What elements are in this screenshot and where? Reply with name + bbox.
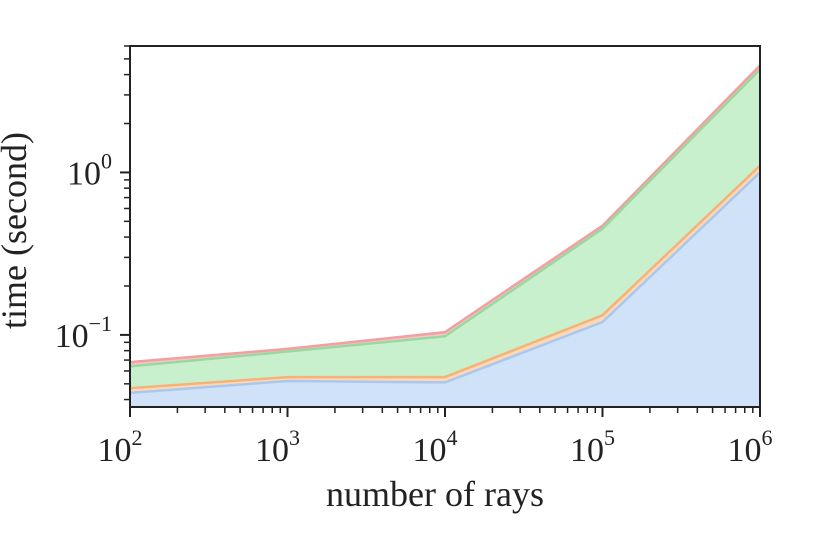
area-edge-4 bbox=[129, 64, 761, 364]
major-ticks bbox=[120, 171, 761, 417]
x-tick-label: 102 bbox=[98, 425, 143, 469]
area-edge-3 bbox=[129, 68, 761, 368]
area-layers bbox=[129, 64, 761, 407]
area-layer-1 bbox=[130, 172, 760, 407]
x-axis-label: number of rays bbox=[326, 474, 544, 514]
x-tick-label: 106 bbox=[728, 425, 773, 469]
y-tick-label: 10−1 bbox=[55, 311, 112, 355]
area-edge-1 bbox=[129, 171, 761, 395]
x-tick-label: 103 bbox=[255, 425, 300, 469]
area-edge-2 bbox=[129, 164, 761, 390]
tick-labels: 102 103 104 105 106 10−1 100 bbox=[55, 148, 773, 469]
x-tick-label: 105 bbox=[570, 425, 615, 469]
plot-frame bbox=[129, 45, 761, 408]
x-tick-label: 104 bbox=[413, 425, 458, 469]
area-layer-3 bbox=[130, 69, 760, 389]
y-axis-label: time (second) bbox=[0, 132, 34, 329]
y-tick-label: 100 bbox=[67, 148, 112, 192]
